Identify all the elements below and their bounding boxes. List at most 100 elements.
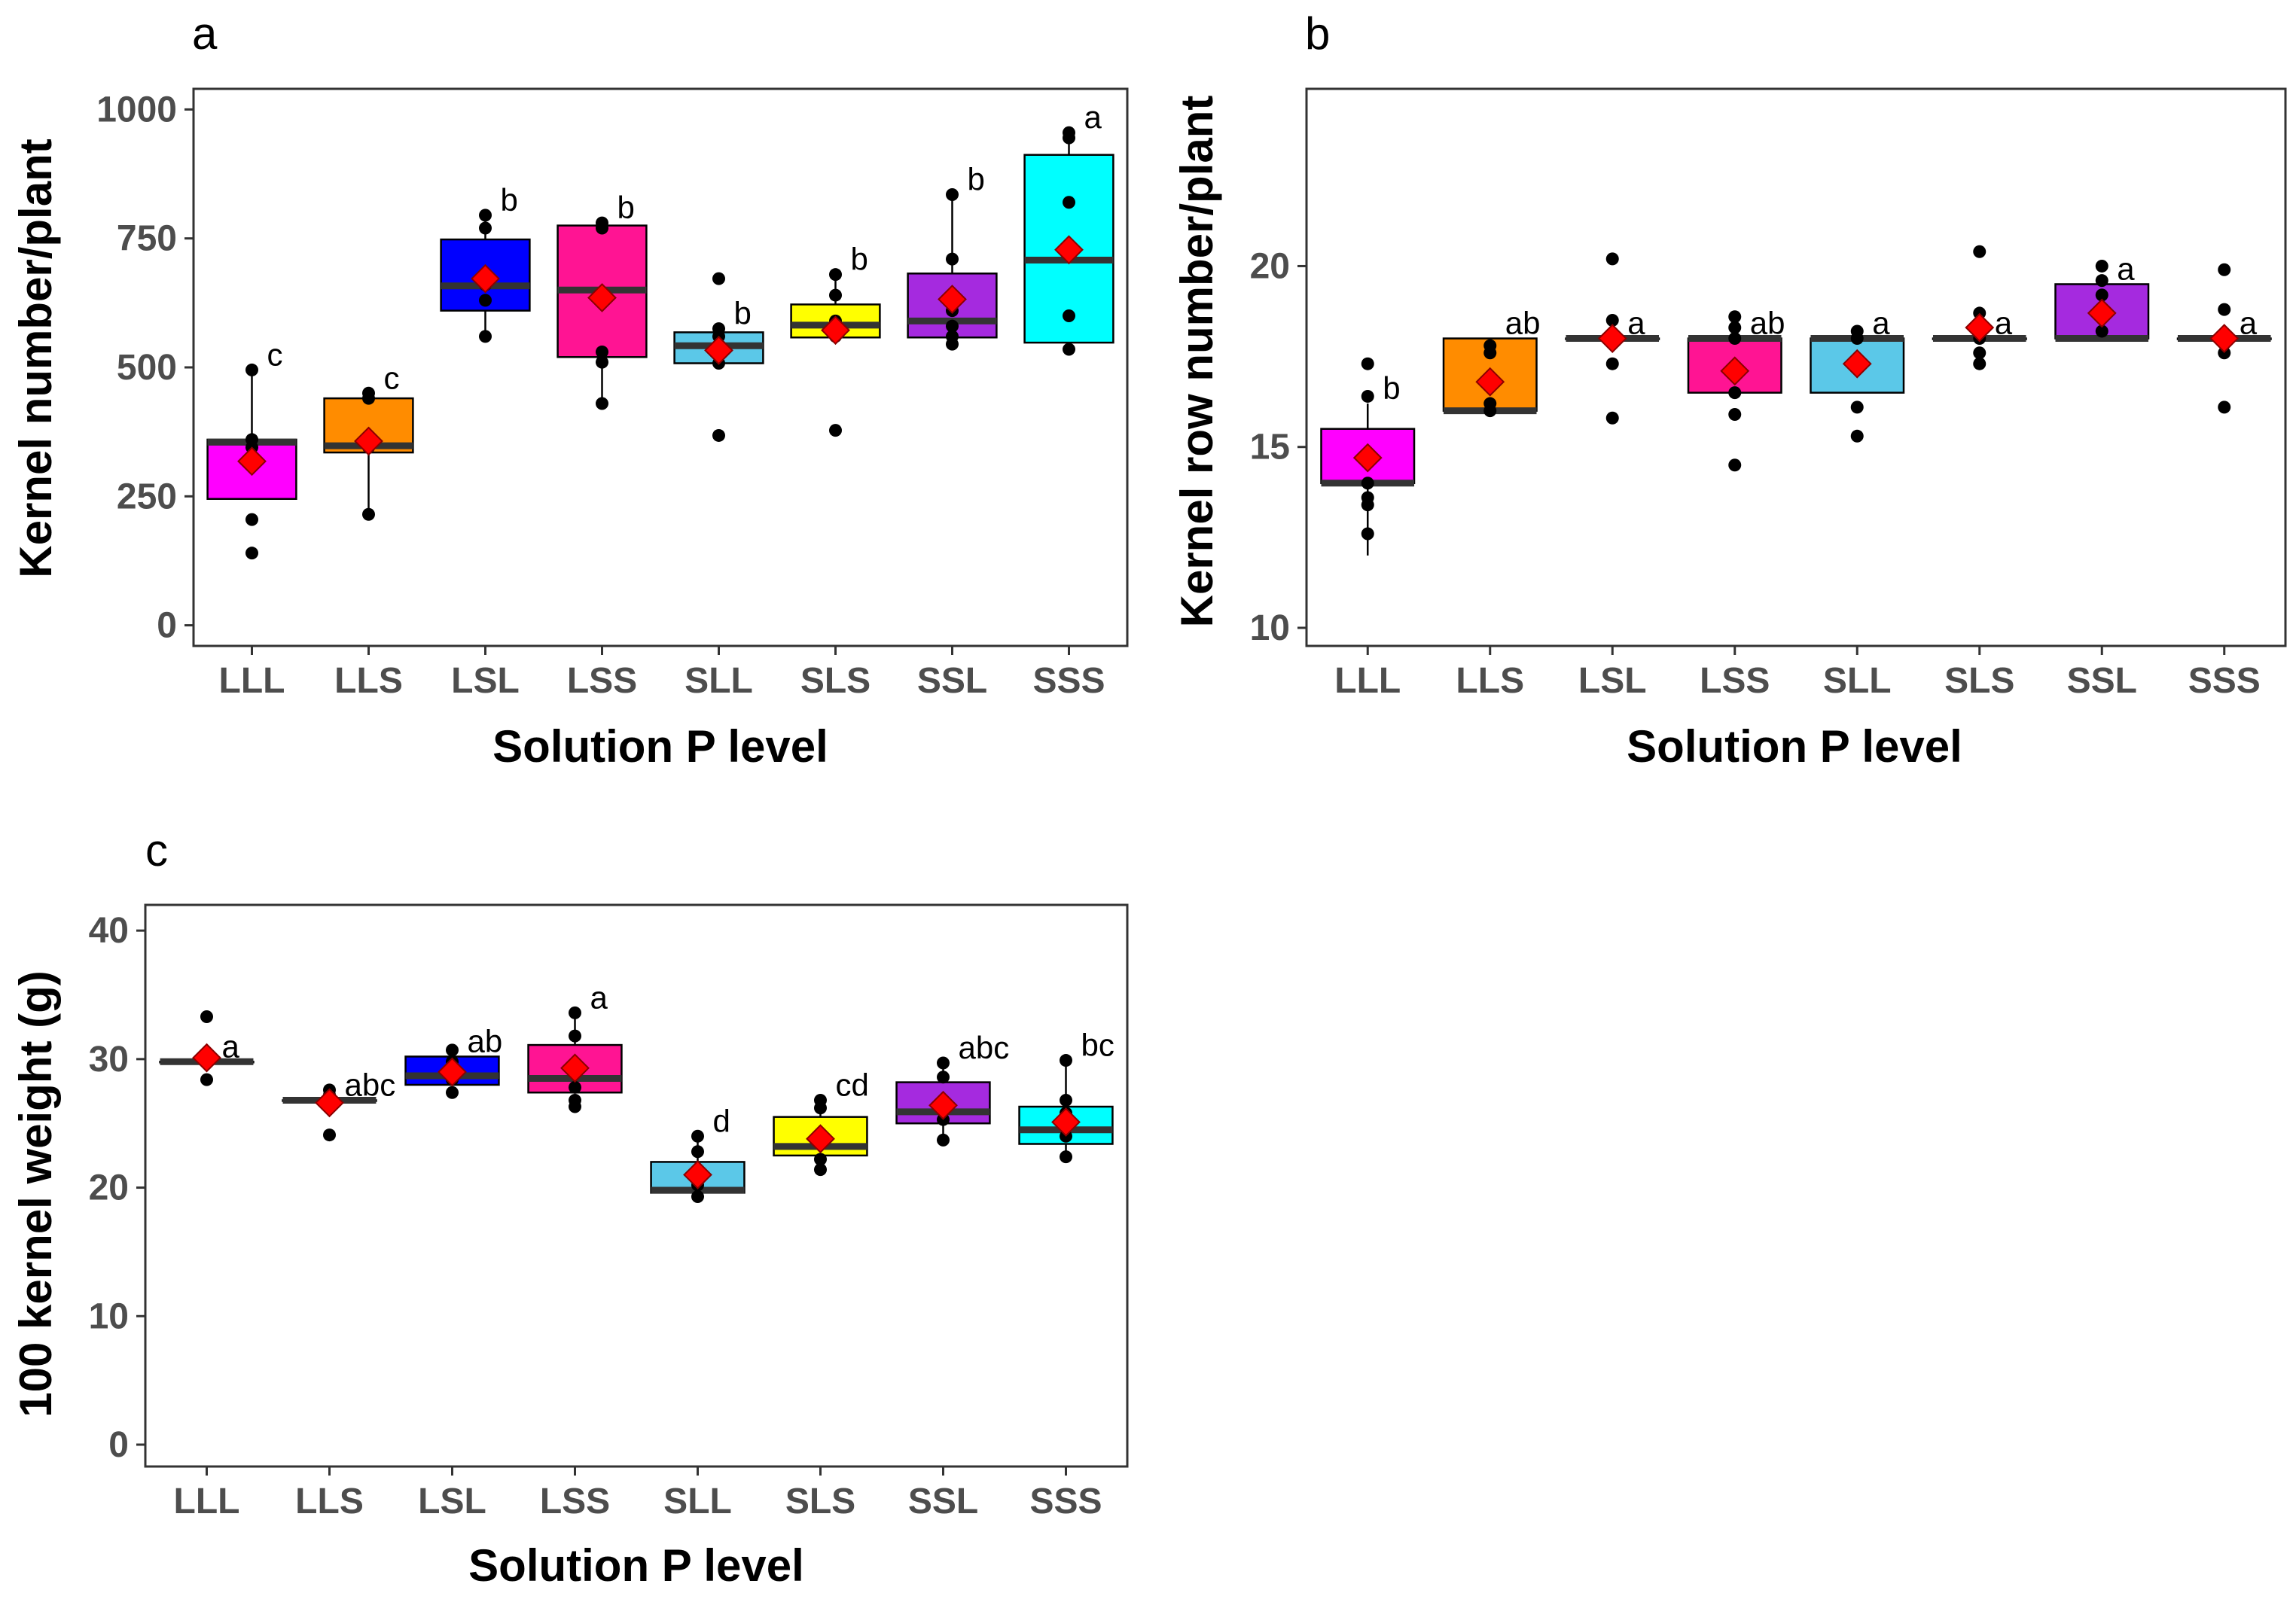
data-point <box>1063 343 1075 356</box>
data-point <box>362 386 375 400</box>
data-point <box>1605 411 1619 425</box>
mean-marker <box>1352 443 1383 473</box>
data-point <box>1605 357 1619 370</box>
x-tick-label: SSL <box>908 1482 978 1521</box>
significance-letter: abc <box>345 1067 396 1102</box>
significance-letter: b <box>851 242 868 277</box>
panel-c: c 100 kernel weight (g) Solution P level… <box>11 825 1129 1591</box>
x-tick-label: LSL <box>418 1482 486 1521</box>
x-axis-title-b: Solution P level <box>1627 721 1962 772</box>
y-axis-title-c: 100 kernel weight (g) <box>11 970 61 1418</box>
box-group-sll: b <box>673 272 764 442</box>
x-tick-label: SSS <box>2188 661 2261 701</box>
data-point <box>1361 477 1374 490</box>
y-tick-label: 20 <box>1250 246 1290 286</box>
x-tick-label: SLL <box>685 661 753 701</box>
significance-letter: a <box>2117 251 2135 286</box>
data-point <box>2218 263 2231 276</box>
data-point <box>479 221 492 235</box>
x-tick-label: SSS <box>1032 661 1105 701</box>
data-point <box>712 428 725 442</box>
significance-letter: ab <box>468 1023 503 1058</box>
data-point <box>245 547 258 560</box>
mean-marker <box>1842 349 1872 379</box>
x-tick-label: SLL <box>663 1482 732 1521</box>
data-point <box>1060 1150 1072 1164</box>
data-point <box>1361 527 1374 541</box>
data-point <box>1728 386 1742 400</box>
data-point <box>829 268 842 282</box>
box-group-lss: ab <box>1687 306 1785 472</box>
data-point <box>1361 491 1374 504</box>
data-point <box>1728 332 1742 346</box>
data-point <box>1850 429 1864 443</box>
data-point <box>245 513 258 526</box>
box-group-lss: b <box>556 190 648 410</box>
y-tick-label: 10 <box>89 1296 129 1336</box>
box-group-sss: bc <box>1018 1028 1114 1164</box>
y-tick-label: 0 <box>108 1425 129 1465</box>
data-point <box>446 1086 459 1099</box>
mean-marker <box>928 1090 958 1120</box>
significance-letter: d <box>713 1103 730 1138</box>
data-point <box>946 319 959 333</box>
box-group-lls: c <box>323 360 414 521</box>
y-tick-label: 15 <box>1250 428 1290 468</box>
plot-border <box>144 903 1129 1468</box>
y-tick-label: 1000 <box>96 90 177 129</box>
y-tick-label: 500 <box>117 348 177 388</box>
data-point <box>323 1128 336 1142</box>
x-tick-label: SLL <box>1823 661 1892 701</box>
x-tick-label: LLL <box>174 1482 240 1521</box>
x-tick-label: SSL <box>917 661 987 701</box>
significance-letter: b <box>501 182 518 218</box>
mean-marker <box>683 1160 712 1189</box>
x-tick-label: LLS <box>1456 661 1524 701</box>
significance-letter: b <box>1383 370 1400 406</box>
significance-letter: bc <box>1081 1028 1114 1063</box>
data-point <box>814 1093 827 1107</box>
mean-marker <box>1965 312 1995 343</box>
mean-marker <box>704 335 733 365</box>
significance-letter: a <box>590 979 608 1015</box>
data-point <box>245 363 258 376</box>
x-tick-label: LSL <box>451 661 520 701</box>
data-point <box>1060 1054 1072 1068</box>
mean-marker <box>587 283 617 312</box>
data-point <box>1728 407 1742 421</box>
mean-marker <box>1054 235 1084 265</box>
mean-marker <box>1051 1107 1081 1137</box>
data-point <box>1063 126 1075 139</box>
data-point <box>1605 252 1619 266</box>
x-tick-label: SSS <box>1029 1482 1102 1521</box>
box-group-lll: a <box>159 1010 255 1086</box>
mean-marker <box>1720 356 1750 386</box>
data-point <box>569 1006 581 1019</box>
box-group-sls: a <box>1932 245 2027 370</box>
significance-letter: a <box>1872 306 1890 341</box>
data-point <box>1850 324 1864 338</box>
data-point <box>446 1043 459 1057</box>
data-point <box>829 288 842 302</box>
data-point <box>2218 401 2231 414</box>
x-tick-label: LLL <box>219 661 285 701</box>
data-point <box>946 187 959 201</box>
x-tick-label: LLL <box>1334 661 1401 701</box>
data-point <box>596 345 608 358</box>
data-point <box>937 1133 950 1147</box>
panel-letter-a: a <box>192 8 218 59</box>
mean-marker <box>354 426 383 456</box>
box-group-sss: a <box>1023 99 1114 356</box>
data-point <box>1728 310 1742 324</box>
box-group-lls: abc <box>282 1067 396 1142</box>
x-tick-label: SLS <box>1944 661 2014 701</box>
box-group-sll: a <box>1810 306 1905 443</box>
significance-letter: a <box>1627 306 1645 341</box>
mean-marker <box>471 263 500 294</box>
x-tick-label: LSS <box>1700 661 1770 701</box>
panel-letter-b: b <box>1305 8 1330 59</box>
y-axis-title-b: Kernel row number/plant <box>1172 96 1222 628</box>
data-point <box>1483 339 1497 352</box>
box-group-ssl: b <box>907 161 998 351</box>
